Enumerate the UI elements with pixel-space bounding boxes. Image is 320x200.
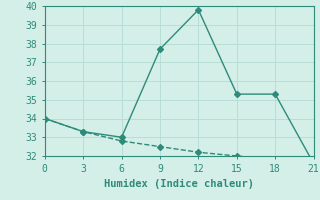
X-axis label: Humidex (Indice chaleur): Humidex (Indice chaleur) xyxy=(104,179,254,189)
